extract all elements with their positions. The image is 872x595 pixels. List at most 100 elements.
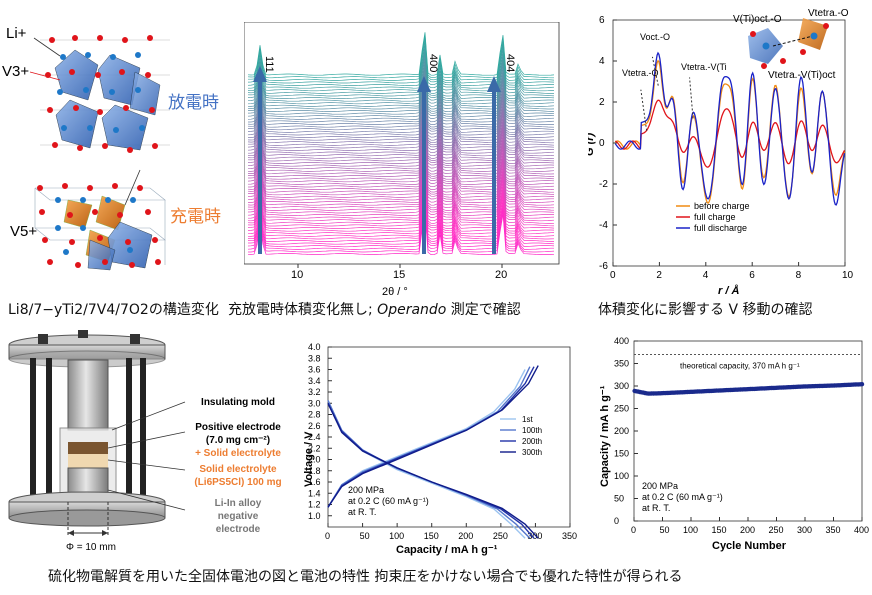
cycle-ylabel: Capacity / mA h g⁻¹ [599, 385, 611, 487]
voltage-ytick-label: 1.6 [308, 477, 321, 487]
svg-text:before charge: before charge [694, 201, 750, 211]
voltage-xlabel: Capacity / mA h g⁻¹ [396, 544, 498, 556]
xrd-pattern-stack [247, 32, 555, 255]
cycle-xtick-label: 350 [826, 525, 841, 535]
voltage-ylabel: Voltage / V [303, 431, 315, 487]
pdf-leader-vtetra [640, 89, 648, 131]
cycle-condition-2: at 0.2 C (60 mA g⁻¹) [642, 492, 723, 502]
pdf-label-voct-o: Voct.-O [640, 32, 670, 42]
voltage-condition-3: at R. T. [348, 507, 376, 517]
voltage-curve-4-charge [327, 365, 539, 508]
cycle-xtick-label: 0 [631, 525, 636, 535]
pdf-ytick-label: 0 [599, 138, 605, 149]
voltage-ytick-label: 3.2 [308, 387, 321, 397]
pdf-inset-structure [748, 18, 829, 69]
voltage-xtick-label: 250 [493, 531, 508, 541]
cycle-point [859, 382, 865, 387]
cycle-chart: 0 50 100 150 200 250 300 350 400 0 50 100 150 200 250 3… [599, 337, 869, 552]
structure-charged: V5+ 充電時 [10, 169, 221, 271]
pdf-ytick-label: 4 [599, 56, 605, 67]
pdf-xtick-label: 8 [796, 270, 802, 281]
cycle-ytick-label: 150 [614, 449, 629, 459]
voltage-ytick-label: 3.6 [308, 365, 321, 375]
pdf-curve-full-discharge [614, 51, 846, 206]
voltage-ytick-label: 3.4 [308, 376, 321, 386]
pdf-ytick-label: -2 [599, 179, 608, 190]
pdf-xtick-label: 6 [749, 270, 755, 281]
pdf-label-vtetra-o: Vtetra.-O [622, 68, 659, 78]
cycle-ytick-label: 100 [614, 471, 629, 481]
pdf-curve-before-charge [614, 59, 846, 204]
pdf-ytick-label: -4 [599, 220, 608, 231]
voltage-ytick-label: 1.2 [308, 500, 321, 510]
voltage-legend-label-2: 100th [522, 426, 542, 435]
svg-text:full charge: full charge [694, 212, 736, 222]
voltage-curve-2-discharge [327, 400, 531, 539]
voltage-ytick-label: 3.0 [308, 398, 321, 408]
voltage-chart: 1.01.21.41.61.82.02.22.42.62.83.03.23.43… [303, 342, 577, 556]
li-label: Li+ [6, 25, 27, 42]
phi-label: Φ = 10 mm [66, 542, 116, 553]
pdf-axes: -6 -4 -2 0 2 4 6 0 2 4 6 8 10 [599, 15, 854, 281]
negative-electrode-label-1: Li-In alloy [215, 498, 262, 509]
svg-text:10: 10 [291, 269, 303, 281]
cycle-xtick-label: 150 [712, 525, 727, 535]
cell-diagram: Φ = 10 mm Insulating mold Positive elect… [8, 330, 282, 553]
voltage-condition-1: 200 MPa [348, 485, 384, 495]
voltage-curve-1-discharge [327, 400, 526, 539]
cycle-xtick-label: 200 [740, 525, 755, 535]
pdf-label-vtetra-o-2: Vtetra.-O [808, 8, 849, 19]
cycle-condition-3: at R. T. [642, 503, 670, 513]
pdf-xlabel: r / Å [718, 284, 739, 297]
voltage-condition-2: at 0.2 C (60 mA g⁻¹) [348, 496, 429, 506]
pdf-leader-voct [651, 56, 659, 86]
pdf-ylabel: G (r) [588, 132, 596, 156]
peak-label-400: 400 [427, 54, 439, 72]
svg-text:full discharge: full discharge [694, 223, 747, 233]
pdf-panel: -6 -4 -2 0 2 4 6 0 2 4 6 8 10 Voct.-O Vtetra.-O Vtet… [588, 8, 854, 297]
xrd-arrows [253, 66, 501, 254]
cycle-ytick-label: 300 [614, 381, 629, 391]
cycle-ytick-label: 50 [614, 494, 624, 504]
peak-label-404: 404 [504, 54, 516, 72]
structure-caption: Li8/7−yTi2/7V4/7O2の構造変化 [8, 302, 219, 318]
pdf-xtick-label: 2 [656, 270, 662, 281]
voltage-xtick-label: 350 [562, 531, 577, 541]
voltage-ytick-label: 1.8 [308, 466, 321, 476]
cycle-ytick-label: 350 [614, 359, 629, 369]
voltage-xtick-label: 50 [360, 531, 370, 541]
voltage-xtick-label: 300 [527, 531, 542, 541]
solid-electrolyte-mass: (Li6PS5Cl) 100 mg [194, 477, 281, 488]
pdf-leader-vtetra-vti [689, 77, 694, 119]
peak-label-111: 111 [263, 56, 275, 73]
theoretical-capacity-label: theoretical capacity, 370 mA h g⁻¹ [680, 362, 800, 371]
charge-label: 充電時 [170, 207, 221, 227]
voltage-ytick-label: 2.4 [308, 432, 321, 442]
svg-text:15: 15 [393, 269, 405, 281]
voltage-curve-4-discharge [327, 403, 539, 539]
cycle-ytick-label: 400 [614, 337, 629, 346]
pdf-xtick-label: 10 [842, 270, 854, 281]
v5-label: V5+ [10, 223, 37, 240]
voltage-xtick-label: 100 [389, 531, 404, 541]
svg-text:20: 20 [495, 269, 507, 281]
xrd-xlabel: 2θ / ° [382, 286, 408, 298]
pdf-caption: 体積変化に影響する V 移動の確認 [598, 302, 813, 318]
xrd-pattern-70 [247, 32, 555, 76]
voltage-ytick-label: 2.0 [308, 455, 321, 465]
discharge-label: 放電時 [168, 93, 219, 113]
pdf-label-vtetra-vtioct: Vtetra.-V(Ti)oct [768, 70, 836, 81]
cycle-ytick-label: 200 [614, 426, 629, 436]
voltage-ytick-label: 1.0 [308, 511, 321, 521]
voltage-ytick-label: 2.2 [308, 443, 321, 453]
cycle-xlabel: Cycle Number [712, 540, 787, 552]
cycle-xtick-label: 50 [660, 525, 670, 535]
crystal-structure-panel: Li+ V3+ 放電時 V5+ 充電時 [2, 25, 221, 271]
voltage-xtick-label: 150 [424, 531, 439, 541]
positive-electrode-loading: (7.0 mg cm⁻²) [206, 435, 270, 446]
voltage-ytick-label: 2.6 [308, 421, 321, 431]
voltage-ytick-label: 4.0 [308, 342, 321, 352]
voltage-xtick-label: 200 [458, 531, 473, 541]
voltage-ytick-label: 3.8 [308, 353, 321, 363]
cycle-xtick-label: 250 [769, 525, 784, 535]
